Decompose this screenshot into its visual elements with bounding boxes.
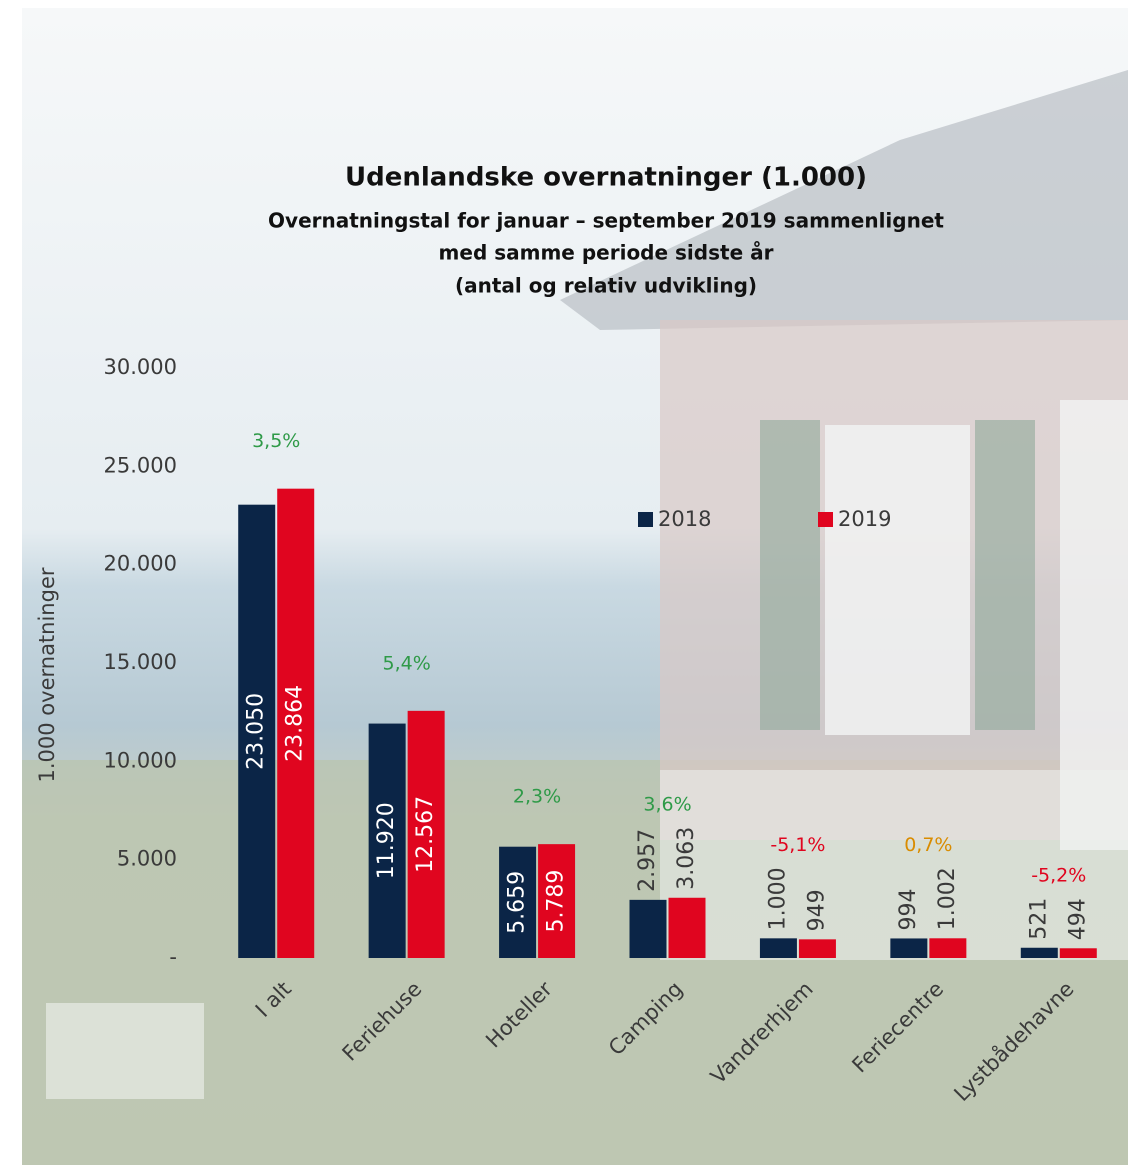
change-label: 0,7% (904, 834, 952, 856)
change-label: 3,6% (643, 793, 691, 815)
value-label: 949 (804, 889, 829, 931)
patch (46, 1003, 204, 1099)
bar (669, 898, 706, 958)
value-label: 23.864 (283, 685, 308, 762)
subtitle: Overnatningstal for januar – september 2… (268, 209, 944, 233)
bar (1021, 948, 1058, 958)
page: Udenlandske overnatninger (1.000) Overna… (0, 0, 1128, 1165)
subtitle: (antal og relativ udvikling) (455, 274, 757, 298)
shutter (975, 420, 1035, 730)
shutter (760, 420, 820, 730)
value-label: 5.659 (505, 871, 530, 934)
value-label: 521 (1026, 898, 1051, 940)
bar (929, 938, 966, 958)
subtitle: med samme periode sidste år (439, 241, 774, 265)
value-label: 11.920 (374, 802, 399, 879)
value-label: 994 (896, 888, 921, 930)
change-label: 2,3% (513, 786, 561, 808)
value-label: 5.789 (544, 870, 569, 933)
change-label: 5,4% (383, 652, 431, 674)
bar (890, 938, 927, 958)
y-tick-label: 10.000 (104, 748, 177, 772)
legend-swatch (818, 512, 833, 527)
y-tick-label: 5.000 (117, 847, 177, 871)
value-label: 1.002 (935, 867, 960, 930)
bar (1060, 948, 1097, 958)
value-label: 23.050 (244, 693, 269, 770)
value-label: 2.957 (635, 829, 660, 892)
bar (799, 939, 836, 958)
value-label: 494 (1065, 898, 1090, 940)
y-tick-label: 15.000 (104, 650, 177, 674)
bar (630, 900, 667, 958)
legend-label: 2019 (838, 507, 891, 531)
value-label: 3.063 (674, 827, 699, 890)
y-axis-label: 1.000 overnatninger (35, 567, 59, 782)
legend-label: 2018 (658, 507, 711, 531)
change-label: 3,5% (252, 430, 300, 452)
y-tick-label: 25.000 (104, 453, 177, 477)
chart: Udenlandske overnatninger (1.000) Overna… (0, 0, 1128, 1165)
value-label: 1.000 (765, 867, 790, 930)
change-label: -5,1% (770, 834, 825, 856)
change-label: -5,2% (1031, 864, 1086, 886)
legend-swatch (638, 512, 653, 527)
y-tick-label: - (169, 945, 177, 969)
chart-title: Udenlandske overnatninger (1.000) (345, 163, 867, 193)
y-tick-label: 30.000 (104, 355, 177, 379)
bar (760, 938, 797, 958)
y-tick-label: 20.000 (104, 552, 177, 576)
value-label: 12.567 (413, 796, 438, 873)
window (825, 425, 970, 735)
